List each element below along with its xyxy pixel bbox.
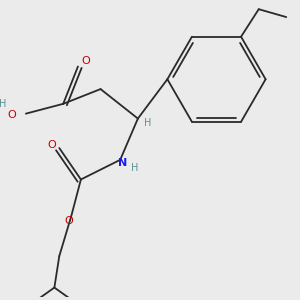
- Text: H: H: [0, 99, 6, 109]
- Text: N: N: [118, 158, 127, 168]
- Text: O: O: [65, 216, 74, 226]
- Text: H: H: [131, 163, 139, 173]
- Text: O: O: [8, 110, 16, 120]
- Text: O: O: [47, 140, 56, 150]
- Text: H: H: [144, 118, 152, 128]
- Text: O: O: [81, 56, 90, 66]
